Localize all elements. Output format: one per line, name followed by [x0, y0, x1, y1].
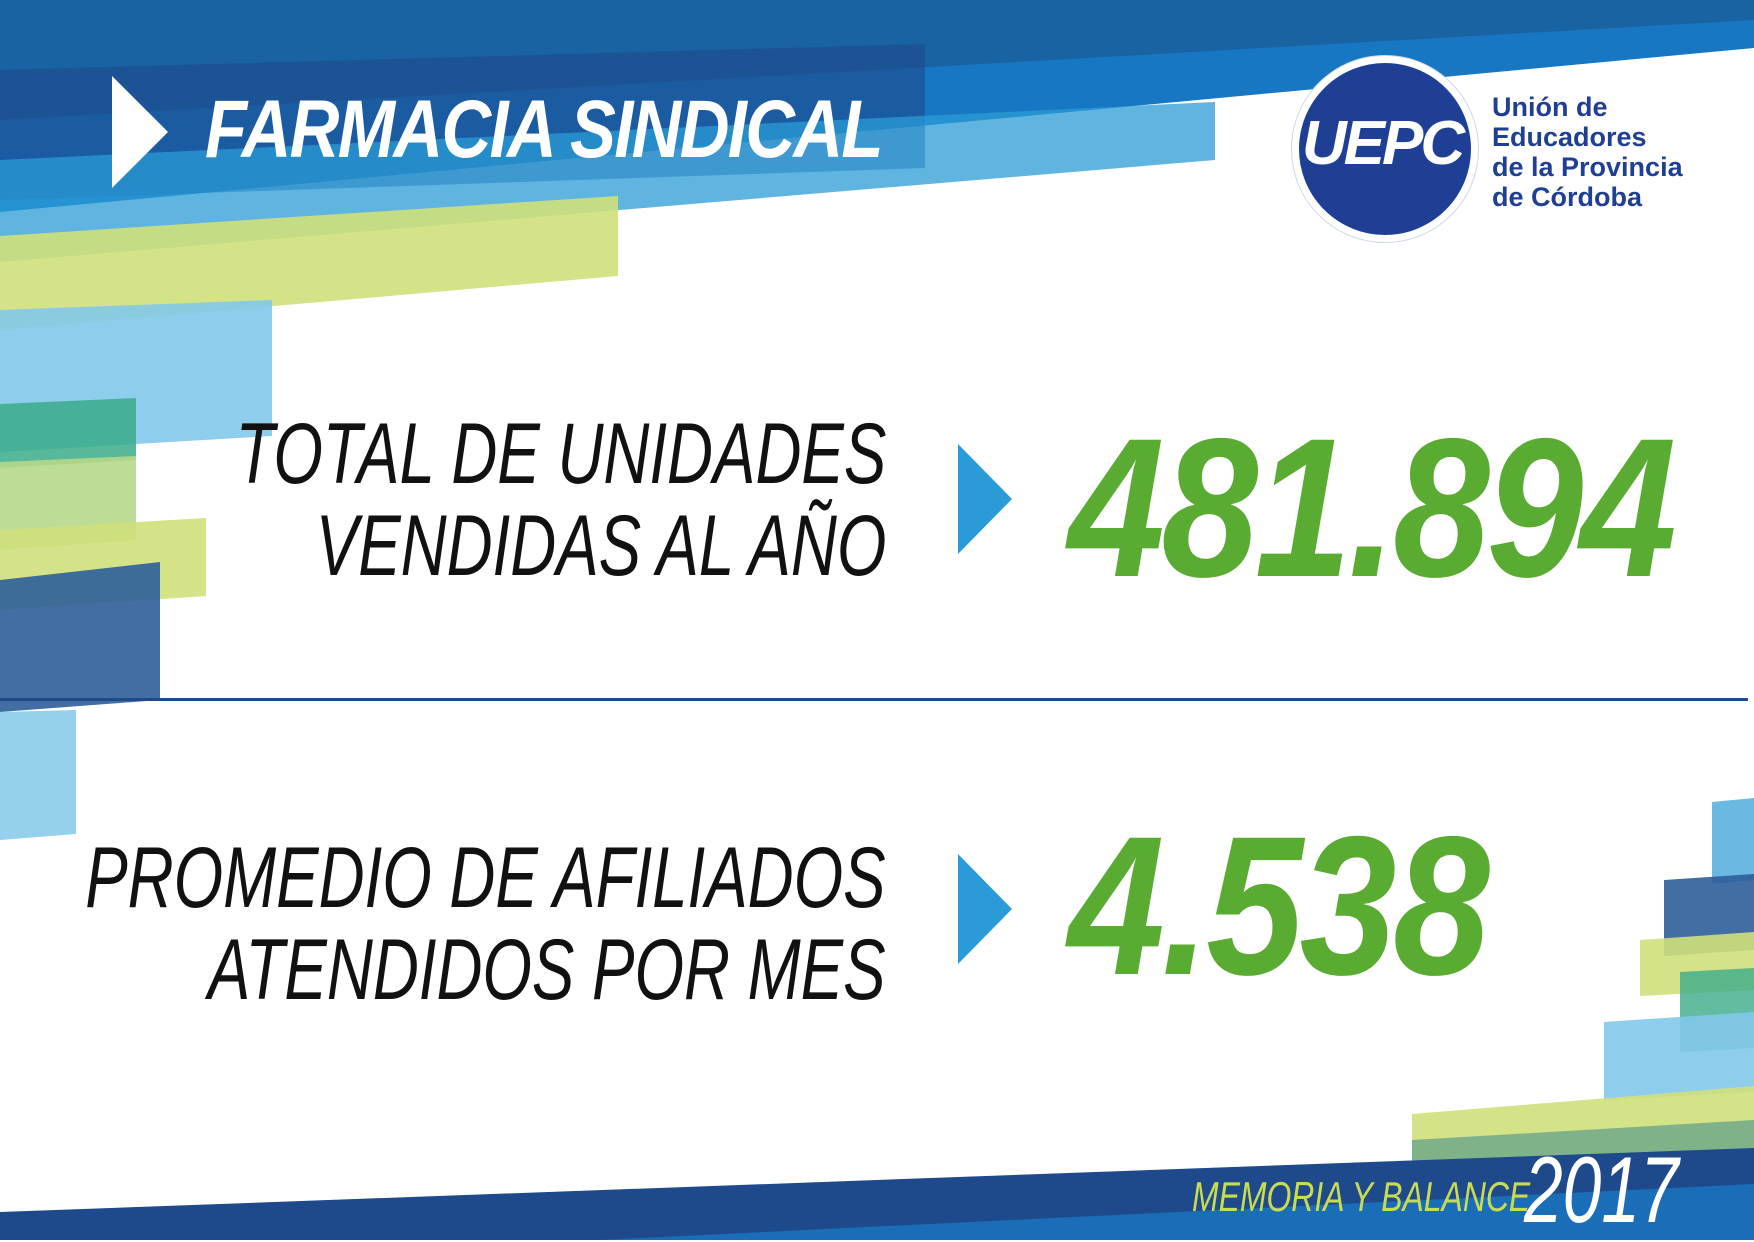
- stat-arrow-icon: [958, 854, 1012, 964]
- stat-label-line: VENDIDAS AL AÑO: [315, 498, 886, 594]
- stat-label-line: TOTAL DE UNIDADES: [235, 406, 886, 502]
- divider: [0, 698, 1748, 701]
- logo-acronym: UEPC: [1301, 109, 1465, 178]
- title-arrow-icon: [112, 76, 168, 188]
- footer-year: 2017: [1524, 1137, 1679, 1242]
- stat-value-affiliates: 4.538: [1068, 795, 1490, 1016]
- page-title: FARMACIA SINDICAL: [205, 84, 883, 175]
- org-line: Unión de: [1492, 92, 1608, 122]
- org-line: Educadores: [1492, 122, 1647, 152]
- organization-name: Unión de Educadores de la Provincia de C…: [1492, 92, 1683, 212]
- stat-label-line: ATENDIDOS POR MES: [208, 922, 887, 1018]
- footer-label: MEMORIA Y BALANCE: [1192, 1173, 1531, 1220]
- stat-label-affiliates: PROMEDIO DE AFILIADOS ATENDIDOS POR MES: [86, 832, 886, 1016]
- stat-label-line: PROMEDIO DE AFILIADOS: [85, 830, 886, 926]
- stat-value-units: 481.894: [1068, 397, 1677, 618]
- org-line: de la Provincia: [1492, 152, 1683, 182]
- stat-arrow-icon: [958, 444, 1012, 554]
- org-line: de Córdoba: [1492, 182, 1643, 212]
- stat-label-units: TOTAL DE UNIDADES VENDIDAS AL AÑO: [235, 408, 886, 592]
- uepc-logo: [1292, 56, 1478, 242]
